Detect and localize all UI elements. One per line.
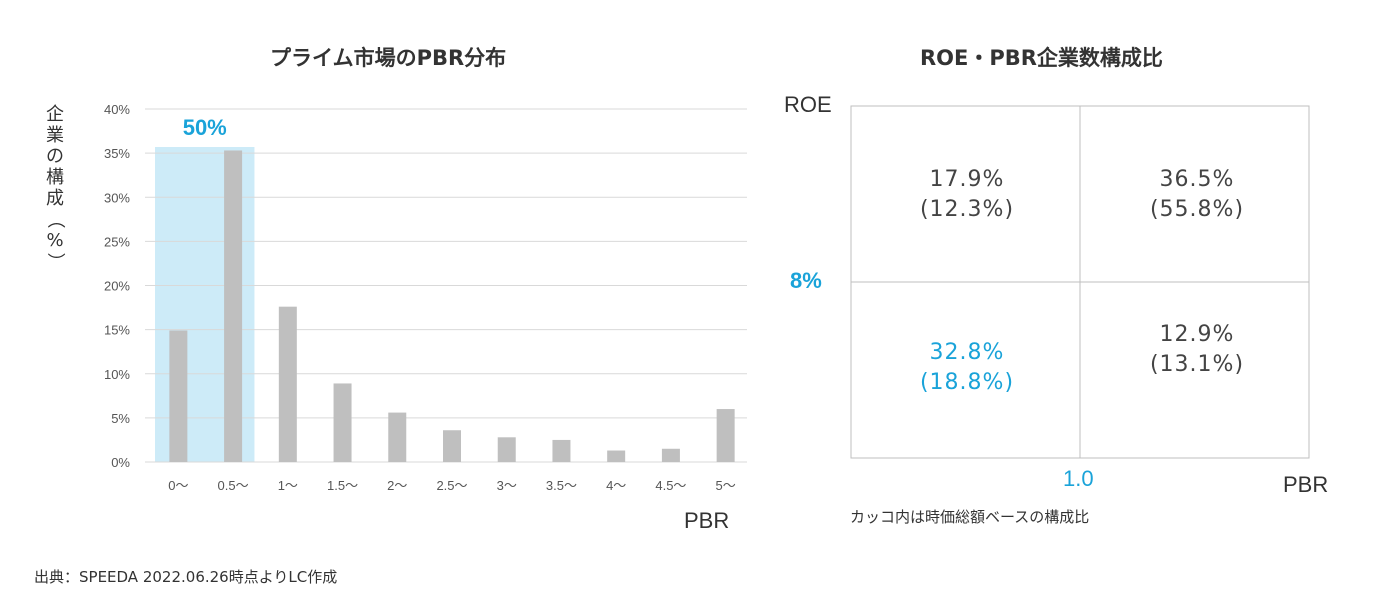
bar <box>607 450 626 462</box>
y-axis-title-char: （ <box>44 210 66 229</box>
x-tick-label: 1〜 <box>278 478 298 493</box>
right-chart-title: ROE・PBR企業数構成比 <box>920 46 1163 70</box>
cell-main-value: 17.9% <box>929 167 1005 192</box>
source-note: 出典：SPEEDA 2022.06.26時点よりLC作成 <box>34 568 338 586</box>
bar <box>224 150 243 462</box>
cell-low-roe-high-pbr: 12.9% (13.1%) <box>1083 320 1311 380</box>
roe-pbr-matrix-grid <box>850 105 1310 459</box>
x-tick-label: 1.5〜 <box>327 478 358 493</box>
x-tick-label: 3.5〜 <box>546 478 577 493</box>
cell-sub-value: (55.8%) <box>1149 197 1245 222</box>
y-axis-title-char: の <box>46 146 64 167</box>
y-tick-label: 25% <box>104 234 130 249</box>
bar <box>497 437 516 462</box>
highlight-label: 50% <box>183 115 227 140</box>
bar <box>278 306 297 462</box>
cell-main-value: 32.8% <box>929 340 1005 365</box>
x-tick-label: 4.5〜 <box>655 478 686 493</box>
cell-sub-value: (12.3%) <box>919 197 1015 222</box>
y-axis-title-char: 業 <box>46 125 64 146</box>
pbr-threshold-label: 1.0 <box>1063 466 1094 491</box>
y-axis-title-char: % <box>46 230 64 251</box>
y-tick-label: 0% <box>111 455 130 470</box>
y-tick-label: 20% <box>104 279 130 294</box>
cell-main-value: 12.9% <box>1159 322 1235 347</box>
bar <box>552 439 571 462</box>
y-axis-title-text: 企業の構成（%） <box>44 104 66 272</box>
pbr-axis-label: PBR <box>1283 472 1329 497</box>
bar <box>443 430 461 462</box>
x-tick-label: 2〜 <box>387 478 407 493</box>
x-tick-label: 5〜 <box>716 478 736 493</box>
y-axis-title: 企業の構成（%） <box>44 104 66 272</box>
cell-main-value: 36.5% <box>1159 167 1235 192</box>
cell-high-roe-high-pbr: 36.5% (55.8%) <box>1083 165 1311 225</box>
bar <box>388 412 407 462</box>
y-tick-label: 10% <box>104 367 130 382</box>
y-axis-title-char: 成 <box>46 188 64 209</box>
left-chart-title: プライム市場のPBR分布 <box>270 46 507 70</box>
bar <box>716 409 735 462</box>
x-tick-label: 0〜 <box>168 478 188 493</box>
x-axis-title: PBR <box>684 508 730 533</box>
x-tick-label: 0.5〜 <box>218 478 249 493</box>
bar <box>169 330 188 462</box>
y-axis-title-char: 構 <box>46 167 64 188</box>
cell-sub-value: (18.8%) <box>919 370 1015 395</box>
bar <box>661 448 680 462</box>
y-tick-label: 35% <box>104 146 130 161</box>
x-tick-label: 2.5〜 <box>436 478 467 493</box>
roe-threshold-label: 8% <box>790 268 822 293</box>
bar <box>333 383 352 462</box>
matrix-note: カッコ内は時価総額ベースの構成比 <box>850 508 1090 526</box>
y-axis-title-char: ） <box>44 252 66 271</box>
x-tick-label: 3〜 <box>497 478 517 493</box>
cell-high-roe-low-pbr: 17.9% (12.3%) <box>853 165 1081 225</box>
cell-sub-value: (13.1%) <box>1149 352 1245 377</box>
y-tick-label: 30% <box>104 190 130 205</box>
cell-low-roe-low-pbr: 32.8% (18.8%) <box>853 338 1081 398</box>
y-axis-title-char: 企 <box>46 104 64 125</box>
y-tick-label: 15% <box>104 323 130 338</box>
roe-axis-label: ROE <box>784 92 832 117</box>
pbr-bar-chart: 0% 5% 10% 15% 20% 25% 30% 35% 40% 0〜 0.5〜 1〜 1.5〜 2〜 2… <box>104 102 747 493</box>
y-tick-label: 5% <box>111 411 130 426</box>
x-tick-label: 4〜 <box>606 478 626 493</box>
y-tick-label: 40% <box>104 102 130 117</box>
